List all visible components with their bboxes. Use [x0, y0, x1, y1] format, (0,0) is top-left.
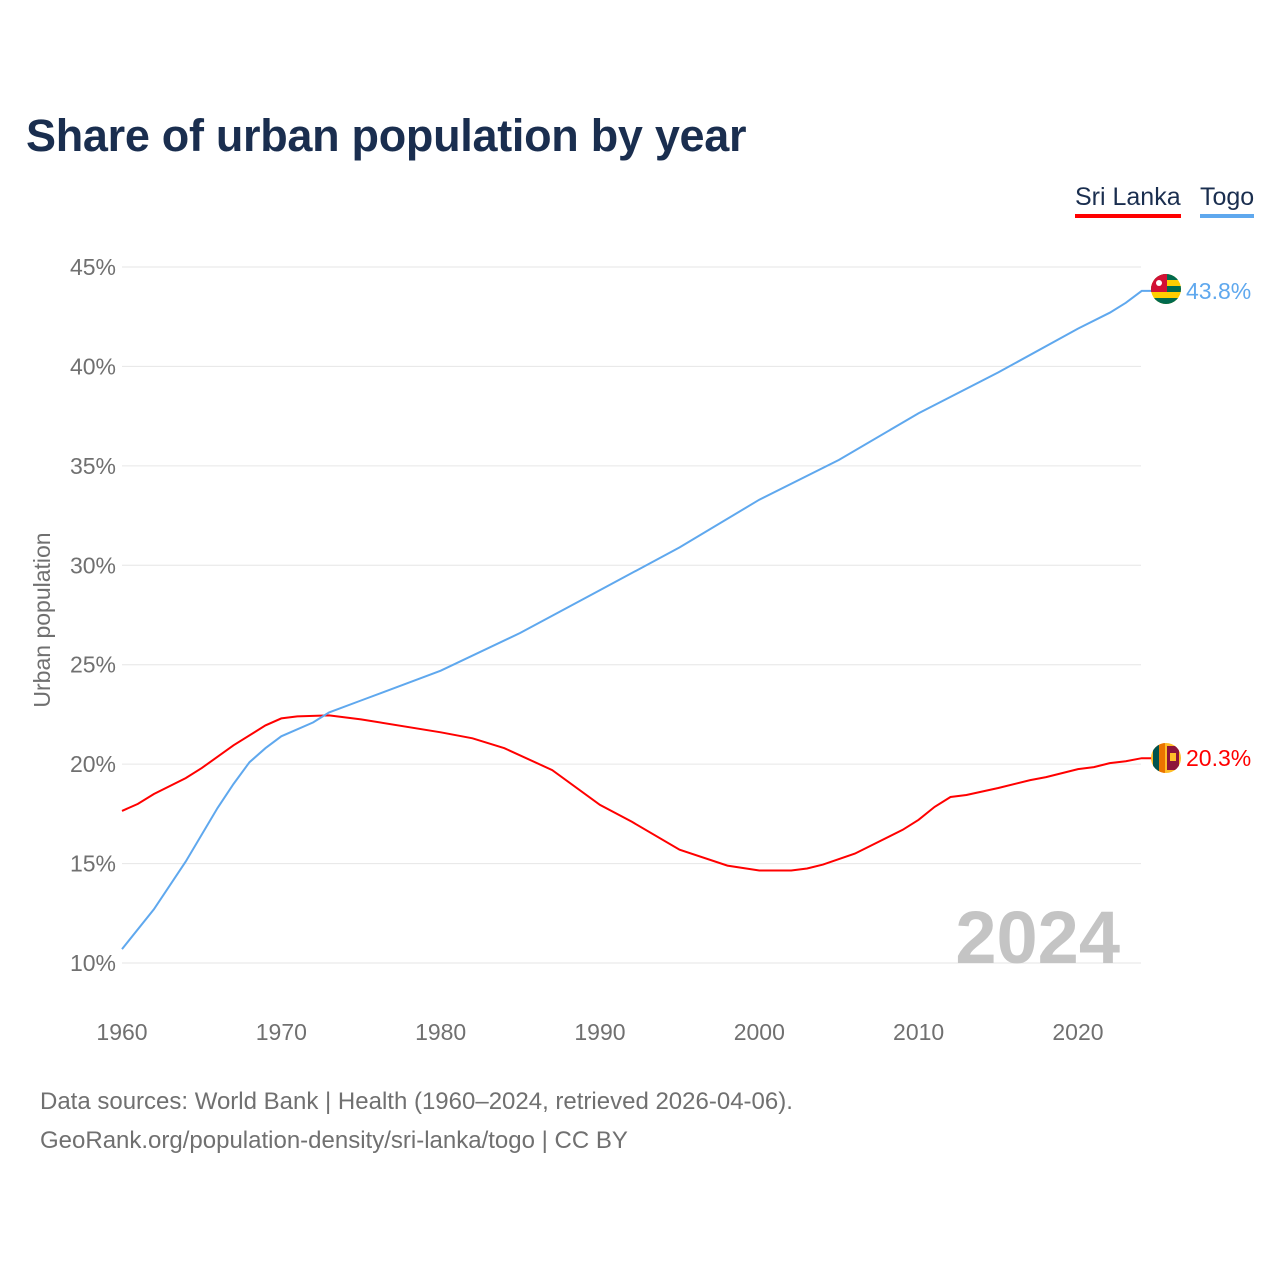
- x-tick-label: 2020: [1052, 1019, 1103, 1045]
- x-tick-label: 1970: [256, 1019, 307, 1045]
- y-tick-label: 20%: [70, 751, 116, 777]
- togo-flag-icon: [1151, 274, 1181, 304]
- footer-sources: Data sources: World Bank | Health (1960–…: [40, 1088, 793, 1115]
- y-tick-label: 30%: [70, 552, 116, 578]
- legend-item-sri-lanka[interactable]: Sri Lanka: [1075, 183, 1181, 218]
- x-tick-label: 1960: [96, 1019, 147, 1045]
- end-value-label: 43.8%: [1186, 278, 1251, 304]
- sri-lanka-flag-icon: [1151, 743, 1181, 773]
- x-tick-label: 1990: [574, 1019, 625, 1045]
- y-tick-label: 35%: [70, 453, 116, 479]
- series-line-sri-lanka: [121, 714, 1152, 872]
- year-watermark: 2024: [955, 896, 1120, 979]
- x-tick-label: 1980: [415, 1019, 466, 1045]
- y-tick-label: 40%: [70, 353, 116, 379]
- footer-attribution[interactable]: GeoRank.org/population-density/sri-lanka…: [40, 1127, 628, 1154]
- y-tick-label: 45%: [70, 254, 116, 280]
- chart-title: Share of urban population by year: [26, 110, 747, 161]
- y-tick-label: 10%: [70, 950, 116, 976]
- x-tick-label: 2000: [734, 1019, 785, 1045]
- series-line-togo: [121, 289, 1152, 950]
- y-axis-label: Urban population: [29, 532, 55, 707]
- y-tick-label: 15%: [70, 851, 116, 877]
- x-tick-label: 2010: [893, 1019, 944, 1045]
- end-value-label: 20.3%: [1186, 745, 1251, 771]
- y-tick-label: 25%: [70, 652, 116, 678]
- legend-item-togo[interactable]: Togo: [1200, 183, 1255, 218]
